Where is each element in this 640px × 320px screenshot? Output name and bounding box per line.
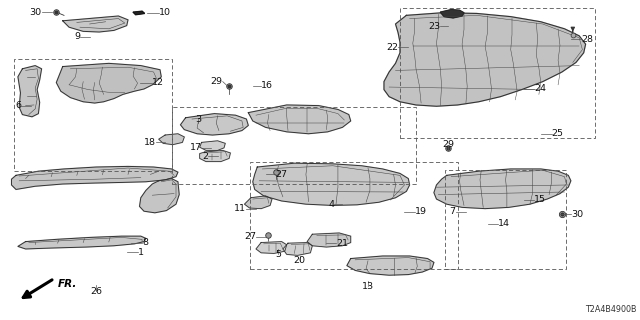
Polygon shape bbox=[347, 256, 434, 275]
Text: 27: 27 bbox=[244, 232, 256, 241]
Text: FR.: FR. bbox=[58, 279, 77, 289]
Polygon shape bbox=[440, 10, 464, 18]
Polygon shape bbox=[283, 243, 312, 255]
Text: 20: 20 bbox=[294, 256, 305, 265]
Polygon shape bbox=[384, 13, 586, 106]
Polygon shape bbox=[140, 179, 179, 213]
Text: 8: 8 bbox=[142, 238, 148, 247]
Polygon shape bbox=[200, 150, 230, 162]
Text: 23: 23 bbox=[428, 22, 440, 31]
Text: 6: 6 bbox=[15, 101, 21, 110]
Text: 25: 25 bbox=[552, 129, 564, 138]
Polygon shape bbox=[200, 141, 225, 150]
Bar bbox=[14, 59, 172, 171]
Text: 11: 11 bbox=[234, 204, 246, 213]
Polygon shape bbox=[253, 163, 410, 205]
Text: 24: 24 bbox=[534, 84, 547, 93]
Polygon shape bbox=[244, 196, 272, 209]
Text: 30: 30 bbox=[571, 210, 583, 219]
Text: 29: 29 bbox=[211, 77, 223, 86]
Polygon shape bbox=[12, 166, 178, 189]
Bar bbox=[445, 170, 566, 269]
Polygon shape bbox=[180, 114, 248, 135]
Polygon shape bbox=[159, 134, 184, 145]
Polygon shape bbox=[256, 242, 287, 253]
Text: 12: 12 bbox=[152, 78, 164, 87]
Text: 10: 10 bbox=[159, 8, 171, 17]
Bar bbox=[250, 162, 458, 269]
Bar bbox=[400, 8, 595, 138]
Text: 3: 3 bbox=[195, 115, 202, 124]
Text: 5: 5 bbox=[275, 250, 282, 259]
Text: 22: 22 bbox=[386, 43, 398, 52]
Polygon shape bbox=[133, 11, 145, 15]
Text: 19: 19 bbox=[415, 207, 427, 216]
Text: 30: 30 bbox=[29, 8, 42, 17]
Bar bbox=[172, 107, 416, 184]
Text: 16: 16 bbox=[261, 81, 273, 90]
Text: 21: 21 bbox=[336, 239, 348, 248]
Text: 18: 18 bbox=[143, 138, 156, 147]
Text: 17: 17 bbox=[189, 143, 202, 152]
Text: 4: 4 bbox=[328, 200, 334, 209]
Text: 9: 9 bbox=[74, 32, 80, 41]
Text: 29: 29 bbox=[442, 140, 454, 149]
Text: 28: 28 bbox=[581, 35, 593, 44]
Polygon shape bbox=[307, 233, 351, 247]
Polygon shape bbox=[63, 16, 128, 32]
Polygon shape bbox=[18, 236, 146, 249]
Text: 7: 7 bbox=[450, 207, 456, 216]
Text: 26: 26 bbox=[90, 287, 102, 296]
Text: 1: 1 bbox=[138, 248, 143, 257]
Text: 13: 13 bbox=[362, 282, 374, 291]
Text: 2: 2 bbox=[202, 152, 208, 161]
Text: 27: 27 bbox=[275, 170, 287, 179]
Text: 14: 14 bbox=[498, 220, 510, 228]
Polygon shape bbox=[18, 66, 42, 117]
Polygon shape bbox=[56, 63, 161, 103]
Text: 15: 15 bbox=[534, 196, 547, 204]
Text: T2A4B4900B: T2A4B4900B bbox=[586, 305, 637, 314]
Polygon shape bbox=[248, 105, 351, 134]
Polygon shape bbox=[434, 169, 571, 209]
